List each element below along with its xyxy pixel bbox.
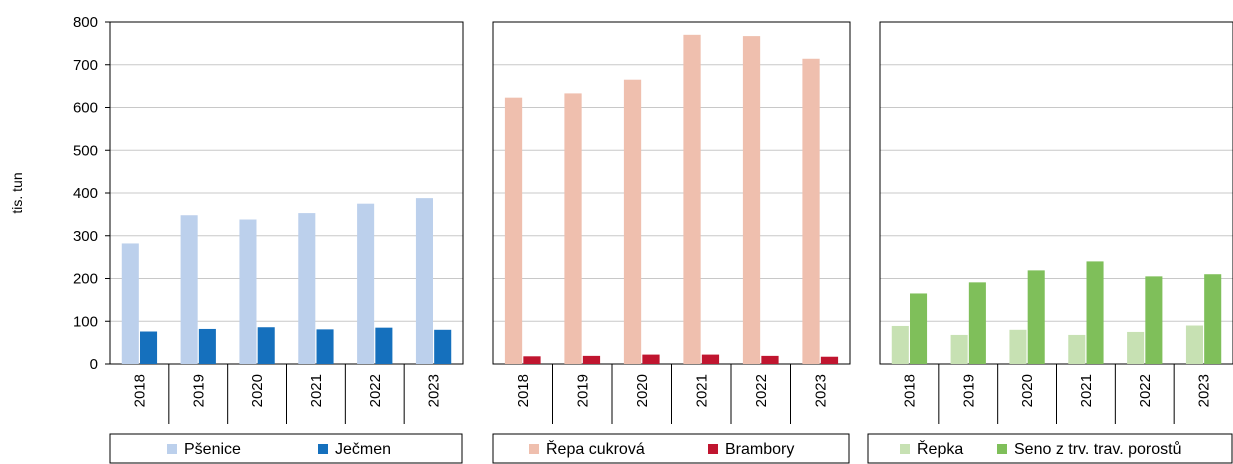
bar--epa-cukrov--2018 <box>504 97 523 364</box>
x-tick-label: 2022 <box>753 374 770 407</box>
legend: Řepka Seno z trv. trav. porostů <box>867 433 1233 464</box>
legend-box <box>109 433 463 464</box>
y-tick-label: 400 <box>73 185 98 202</box>
bar-je-men-2018 <box>140 331 158 364</box>
bar-brambory-2022 <box>761 355 779 364</box>
bar-brambory-2018 <box>523 356 541 364</box>
bar-p-enice-2018 <box>121 243 139 364</box>
legend-label: Řepka <box>917 439 963 458</box>
bar-brambory-2021 <box>701 354 720 364</box>
legend-label: Seno z trv. trav. porostů <box>1014 440 1181 458</box>
bar-je-men-2023 <box>434 329 452 364</box>
x-tick-label: 2018 <box>131 374 148 407</box>
legend-swatch <box>900 444 910 454</box>
y-tick-label: 600 <box>73 100 98 117</box>
x-tick-label: 2019 <box>190 374 207 407</box>
bar--epka-2022 <box>1127 331 1145 364</box>
legend-label: Řepa cukrová <box>546 439 645 458</box>
x-tick-label: 2023 <box>426 374 443 407</box>
bar-je-men-2019 <box>198 328 216 364</box>
bar-je-men-2021 <box>316 329 334 364</box>
bar-brambory-2023 <box>820 356 839 364</box>
y-tick-label: 500 <box>73 142 98 159</box>
bar-p-enice-2020 <box>239 219 257 364</box>
y-axis-title: tis. tun <box>9 172 25 213</box>
bar--epa-cukrov--2022 <box>742 36 761 365</box>
bar--epa-cukrov--2020 <box>623 79 642 365</box>
chart-panel-3: 2018 2019 2020 2021 2022 2023 Řepka Seno z trv.… <box>867 21 1233 464</box>
bar--epa-cukrov--2019 <box>564 93 582 364</box>
x-tick-label: 2019 <box>960 374 977 407</box>
y-tick-label: 700 <box>73 57 98 74</box>
y-tick-label: 100 <box>73 313 98 330</box>
legend: Řepa cukrová Brambory <box>492 433 850 464</box>
y-tick-label: 300 <box>73 228 98 245</box>
y-tick-label: 200 <box>73 271 98 288</box>
x-tick-label: 2020 <box>249 374 266 407</box>
x-tick-label: 2020 <box>1019 374 1036 407</box>
bar-je-men-2022 <box>375 327 393 364</box>
bar--epka-2020 <box>1009 329 1027 364</box>
bar--epka-2023 <box>1185 325 1203 364</box>
legend-label: Ječmen <box>335 441 391 458</box>
legend-box <box>492 433 850 464</box>
bar-p-enice-2022 <box>357 203 375 364</box>
legend-box <box>867 433 1233 464</box>
chart-panel-2: 2018 2019 2020 2021 2022 2023 Řepa cukrová Bram… <box>492 21 851 464</box>
x-tick-label: 2023 <box>812 374 829 407</box>
bar-p-enice-2019 <box>180 215 198 364</box>
bar-seno-z-trv-trav-porost--2019 <box>968 282 986 364</box>
x-tick-label: 2018 <box>901 374 918 407</box>
x-tick-label: 2023 <box>1196 374 1213 407</box>
bar--epa-cukrov--2021 <box>683 34 701 364</box>
legend-label: Pšenice <box>184 441 241 458</box>
x-tick-label: 2021 <box>1078 374 1095 407</box>
bar-p-enice-2021 <box>298 213 316 364</box>
y-tick-label: 800 <box>73 14 98 31</box>
x-tick-label: 2019 <box>574 374 591 407</box>
x-tick-label: 2022 <box>367 374 384 407</box>
bar-je-men-2020 <box>257 327 275 364</box>
chart-panel-1: 2018 2019 2020 2021 2022 2023 0 100 200 300 400 500… <box>9 14 464 464</box>
legend-swatch <box>167 444 177 454</box>
legend-swatch <box>529 444 539 454</box>
bar-seno-z-trv-trav-porost--2021 <box>1086 261 1104 364</box>
legend-label: Brambory <box>725 441 794 458</box>
bar--epa-cukrov--2023 <box>802 58 820 364</box>
bar-seno-z-trv-trav-porost--2023 <box>1204 274 1222 364</box>
x-tick-label: 2021 <box>308 374 325 407</box>
bar-seno-z-trv-trav-porost--2022 <box>1145 276 1163 364</box>
bar-brambory-2019 <box>582 355 601 364</box>
y-tick-label: 0 <box>90 356 98 373</box>
bar-seno-z-trv-trav-porost--2018 <box>910 293 928 364</box>
x-tick-label: 2020 <box>634 374 651 407</box>
x-tick-label: 2018 <box>515 374 532 407</box>
legend: Pšenice Ječmen <box>109 433 463 464</box>
x-tick-label: 2022 <box>1137 374 1154 407</box>
legend-swatch <box>318 444 328 454</box>
legend-swatch <box>997 444 1007 454</box>
bar--epka-2018 <box>891 325 909 364</box>
bar--epka-2019 <box>950 334 968 364</box>
bar--epka-2021 <box>1068 334 1086 364</box>
bar-seno-z-trv-trav-porost--2020 <box>1027 270 1045 364</box>
bar-p-enice-2023 <box>415 198 433 364</box>
x-tick-label: 2021 <box>693 374 710 407</box>
legend-swatch <box>708 444 718 454</box>
bar-brambory-2020 <box>642 354 660 364</box>
